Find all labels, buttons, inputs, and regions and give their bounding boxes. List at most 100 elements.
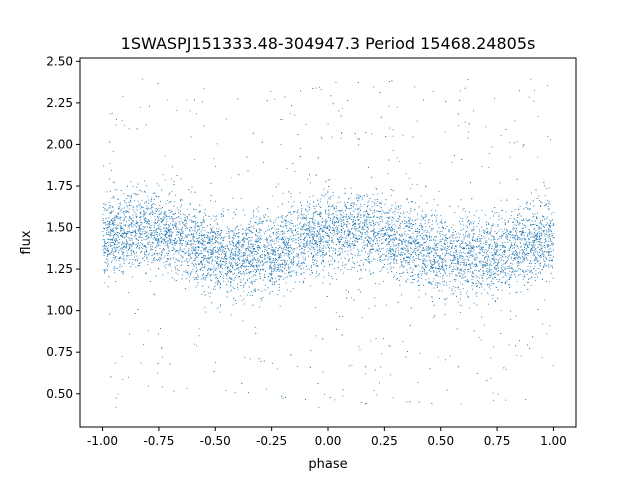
data-point [360, 203, 361, 205]
data-point [358, 194, 360, 196]
data-point [214, 246, 216, 248]
data-point [150, 244, 152, 246]
data-point [455, 249, 457, 251]
data-point [364, 232, 366, 234]
data-point [525, 241, 527, 243]
data-point [466, 259, 468, 261]
data-point [238, 251, 240, 253]
data-point [479, 240, 481, 241]
data-point [268, 225, 269, 227]
data-point [117, 258, 119, 259]
data-point [493, 236, 495, 238]
data-point [407, 257, 409, 259]
data-point [121, 247, 123, 249]
data-point [146, 221, 148, 222]
data-point [136, 258, 138, 260]
data-point [123, 246, 124, 248]
data-point [472, 256, 474, 257]
data-point [256, 260, 258, 262]
data-point [417, 232, 419, 234]
data-point [548, 254, 550, 256]
data-point [121, 235, 123, 237]
data-point [245, 238, 246, 240]
data-point [167, 264, 169, 266]
data-point [517, 247, 519, 249]
data-point [393, 245, 395, 247]
data-point [329, 235, 330, 237]
data-point [162, 240, 163, 242]
data-point [249, 295, 251, 296]
data-point [389, 229, 391, 231]
data-point [317, 233, 319, 235]
data-point [481, 166, 483, 167]
data-point [517, 265, 519, 267]
data-point [354, 241, 356, 243]
data-point [249, 358, 251, 360]
data-point [249, 227, 251, 228]
data-point [274, 219, 276, 221]
data-point [414, 220, 416, 221]
data-point [523, 249, 525, 250]
data-point [319, 251, 321, 253]
data-point [410, 235, 412, 237]
data-point [432, 214, 433, 216]
data-point [273, 253, 275, 255]
data-point [406, 401, 408, 403]
data-point [381, 213, 383, 215]
data-point [532, 216, 534, 218]
data-point [453, 251, 454, 253]
data-point [485, 256, 486, 258]
data-point [128, 227, 130, 229]
data-point [424, 216, 426, 218]
data-point [466, 216, 468, 218]
data-point [383, 280, 384, 282]
data-point [208, 258, 210, 260]
data-point [550, 255, 552, 256]
data-point [179, 237, 181, 239]
data-point [497, 254, 499, 256]
data-point [369, 236, 371, 238]
data-point [553, 233, 555, 235]
data-point [289, 256, 291, 258]
data-point [537, 232, 538, 234]
data-point [342, 236, 343, 238]
data-point [542, 230, 544, 232]
data-point [358, 224, 360, 226]
data-point [404, 230, 406, 232]
data-point [319, 216, 321, 217]
data-point [505, 275, 507, 277]
data-point [298, 233, 299, 235]
data-point [126, 250, 128, 252]
data-point [298, 246, 300, 248]
data-point [164, 212, 166, 214]
data-point [418, 254, 420, 256]
data-point [342, 395, 344, 397]
data-point [478, 241, 480, 243]
data-point [358, 208, 360, 210]
data-point [491, 257, 493, 259]
data-point [363, 244, 365, 246]
data-point [278, 287, 280, 288]
data-point [460, 273, 462, 274]
data-point [493, 257, 495, 259]
data-point [426, 238, 428, 240]
data-point [294, 230, 296, 231]
data-point [234, 248, 236, 250]
data-point [455, 233, 457, 235]
data-point [381, 202, 382, 204]
data-point [487, 303, 489, 305]
data-point [397, 228, 399, 229]
data-point [548, 225, 550, 227]
data-point [415, 258, 417, 259]
data-point [150, 230, 152, 231]
data-point [540, 233, 542, 234]
data-point [463, 208, 465, 209]
data-point [552, 365, 554, 366]
data-point [263, 262, 265, 264]
data-point [550, 231, 552, 232]
data-point [272, 250, 273, 252]
data-point [225, 273, 227, 275]
data-point [420, 223, 422, 224]
data-point [488, 277, 490, 278]
data-point [409, 264, 410, 266]
